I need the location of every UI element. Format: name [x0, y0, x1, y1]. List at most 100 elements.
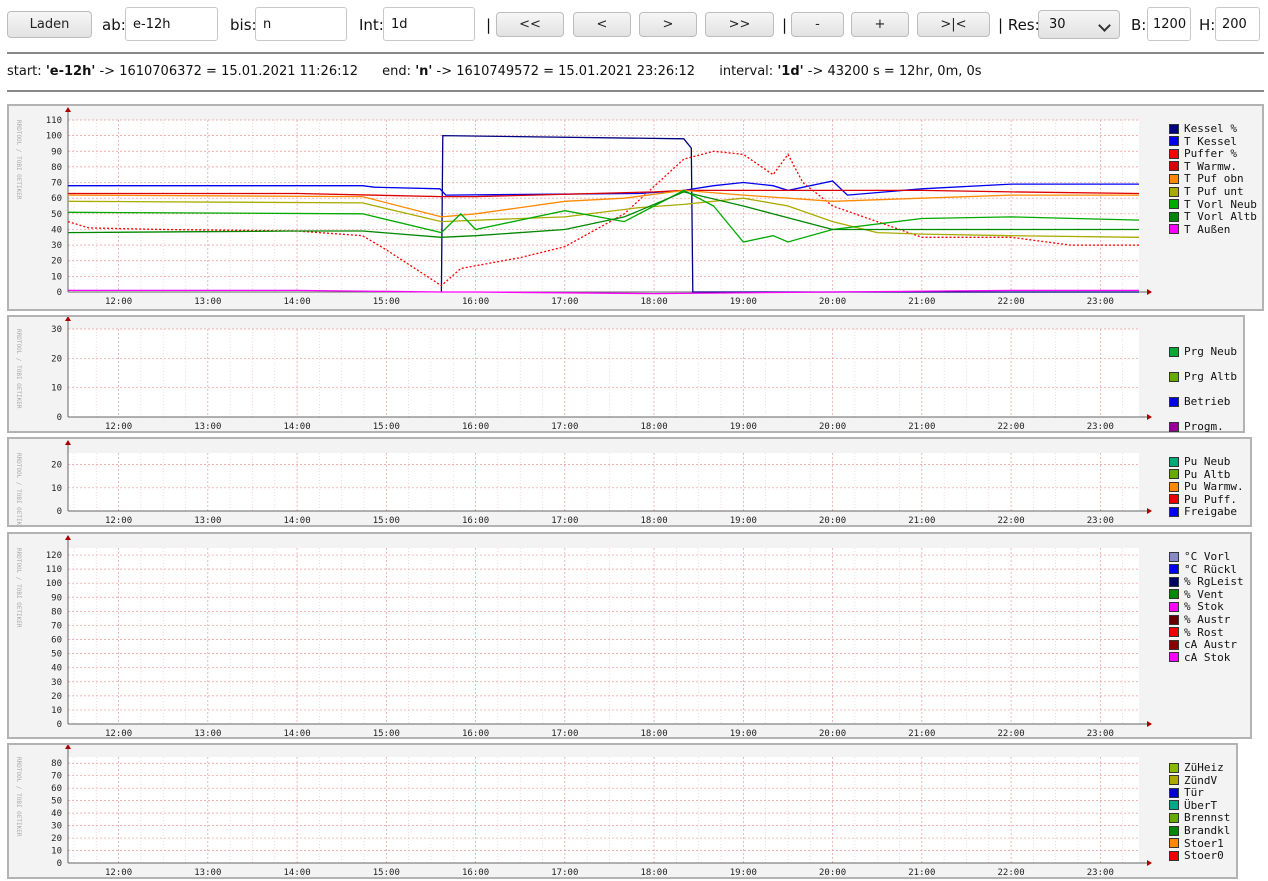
x-tick-label: 13:00: [194, 868, 221, 877]
legend-item: Freigabe: [1169, 505, 1237, 518]
y-tick-label: 80: [51, 759, 62, 769]
divider: [7, 52, 1264, 54]
legend-item: Progm.: [1169, 420, 1224, 433]
x-tick-label: 22:00: [998, 868, 1025, 877]
legend-item: T Vorl Altb: [1169, 210, 1257, 223]
y-tick-label: 10: [51, 706, 62, 716]
x-tick-label: 12:00: [105, 297, 132, 307]
load-button[interactable]: Laden: [7, 11, 92, 38]
separator: |: [486, 15, 492, 34]
x-tick-label: 20:00: [819, 297, 846, 307]
legend-label: Pu Puff.: [1184, 492, 1237, 506]
y-tick-label: 120: [46, 551, 62, 561]
watermark: RRDTOOL / TOBI OETIKER: [15, 757, 22, 837]
interval-input[interactable]: 1d: [383, 7, 475, 41]
legend-item: T Puf obn: [1169, 172, 1244, 185]
y-tick-label: 90: [51, 147, 62, 157]
legend-swatch: [1169, 850, 1179, 861]
end-key: 'n': [415, 64, 433, 79]
legend-label: °C Rückl: [1184, 562, 1237, 576]
legend-label: Stoer1: [1184, 836, 1224, 850]
res-select[interactable]: 30: [1038, 10, 1120, 39]
y-tick-label: 50: [51, 210, 62, 220]
x-tick-label: 21:00: [908, 297, 935, 307]
plot-area: [68, 329, 1139, 417]
x-tick-label: 23:00: [1087, 868, 1114, 877]
x-tick-label: 17:00: [551, 729, 578, 737]
legend-swatch: [1169, 456, 1179, 467]
legend-swatch: [1169, 136, 1179, 147]
legend-label: Pu Altb: [1184, 467, 1231, 481]
legend-swatch: [1169, 211, 1179, 222]
x-tick-label: 15:00: [373, 297, 400, 307]
nav-first-button[interactable]: <<: [496, 12, 564, 37]
y-tick-label: 10: [51, 847, 62, 857]
x-tick-label: 15:00: [373, 868, 400, 877]
height-input[interactable]: 200: [1215, 7, 1260, 41]
legend-label: % Vent: [1184, 587, 1224, 601]
chart-svg: 0 10 20 30 40 50 60 70 80 90 100 110 120 12:00 13:00 14…: [15, 535, 1152, 737]
y-tick-label: 60: [51, 784, 62, 794]
from-input[interactable]: e-12h: [125, 7, 218, 41]
x-tick-label: 17:00: [551, 297, 578, 307]
y-tick-label: 0: [57, 507, 62, 517]
legend-label: % Rost: [1184, 625, 1224, 639]
nav-last-button[interactable]: >>: [705, 12, 774, 37]
x-tick-label: 21:00: [908, 516, 935, 525]
legend-swatch: [1169, 161, 1179, 172]
graph-panel-pumps: 0 10 20 12:00 13:00 14:00 15:00 16:00 17:00 18:00…: [7, 437, 1252, 527]
x-tick-label: 22:00: [998, 297, 1025, 307]
x-tick-label: 17:00: [551, 516, 578, 525]
legend-swatch: [1169, 346, 1179, 357]
legend-swatch: [1169, 564, 1179, 575]
legend-item: Pu Altb: [1169, 468, 1230, 481]
legend-item: Prg Altb: [1169, 370, 1237, 383]
zoom-fit-button[interactable]: >|<: [917, 12, 990, 37]
nav-prev-button[interactable]: <: [573, 12, 631, 37]
legend-label: Pu Neub: [1184, 455, 1231, 468]
x-axis-arrow: [1147, 860, 1152, 866]
watermark: RRDTOOL / TOBI OETIKER: [15, 329, 22, 409]
x-tick-label: 21:00: [908, 422, 935, 431]
nav-next-button[interactable]: >: [639, 12, 697, 37]
x-tick-label: 15:00: [373, 516, 400, 525]
legend-label: T Puf obn: [1184, 172, 1244, 186]
y-tick-label: 60: [51, 194, 62, 204]
x-axis-arrow: [1147, 414, 1152, 420]
legend-label: Pu Warmw.: [1184, 480, 1244, 494]
legend-label: Kessel %: [1184, 122, 1237, 135]
legend-item: % Stok: [1169, 600, 1224, 613]
legend-label: % Austr: [1184, 613, 1231, 626]
legend-item: Pu Neub: [1169, 455, 1230, 468]
y-tick-label: 80: [51, 163, 62, 173]
width-input[interactable]: 1200: [1147, 7, 1191, 41]
res-select-value: 30: [1049, 17, 1066, 32]
legend-swatch: [1169, 469, 1179, 480]
zoom-out-button[interactable]: -: [791, 12, 844, 37]
legend-item: % RgLeist: [1169, 575, 1244, 588]
from-label: ab:: [102, 15, 126, 34]
res-label: | Res:: [998, 15, 1040, 34]
width-label: B:: [1131, 15, 1147, 34]
x-tick-label: 23:00: [1087, 422, 1114, 431]
y-axis-arrow: [65, 317, 71, 321]
series-line: [67, 150, 1139, 287]
x-tick-label: 20:00: [819, 422, 846, 431]
x-tick-label: 19:00: [730, 516, 757, 525]
range-info: start: 'e-12h' -> 1610706372 = 15.01.202…: [7, 64, 982, 79]
legend-item: °C Rückl: [1169, 563, 1237, 576]
y-tick-label: 110: [46, 116, 62, 126]
to-input[interactable]: n: [255, 7, 347, 41]
x-tick-label: 15:00: [373, 729, 400, 737]
x-tick-label: 13:00: [194, 729, 221, 737]
end-label: end:: [382, 64, 412, 79]
legend-label: Puffer %: [1184, 147, 1237, 161]
legend-item: cA Stok: [1169, 651, 1230, 664]
legend-item: Pu Puff.: [1169, 493, 1237, 506]
x-tick-label: 16:00: [462, 422, 489, 431]
y-axis-arrow: [65, 745, 71, 749]
y-tick-label: 60: [51, 636, 62, 646]
y-tick-label: 10: [51, 484, 62, 494]
legend-label: Brandkl: [1184, 824, 1231, 837]
zoom-in-button[interactable]: +: [851, 12, 909, 37]
